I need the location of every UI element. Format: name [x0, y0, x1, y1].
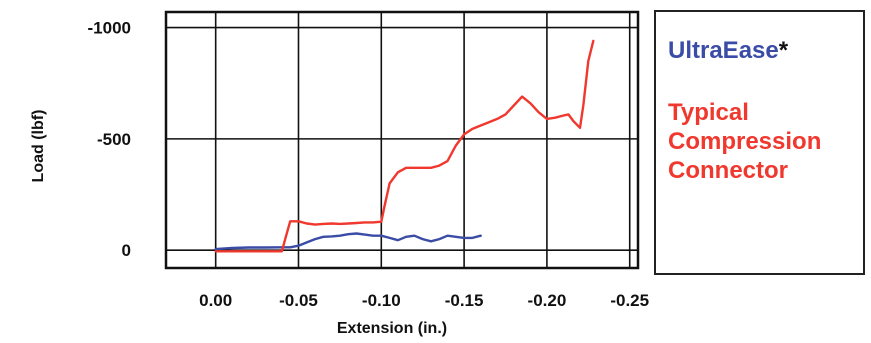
axis-ticks: 0.00 -0.05 -0.10 -0.15 -0.20 -0.25 -1000 -500 0 — [88, 19, 650, 310]
y-tick-label: -500 — [97, 130, 131, 149]
y-tick-label: 0 — [122, 241, 131, 260]
legend-item-ultraease: UltraEase* — [668, 36, 788, 65]
series-line-typical-compression-connector — [214, 39, 595, 253]
legend-item-typical-compression-connector: Typical Compression Connector — [668, 98, 858, 185]
x-tick-label: -0.10 — [362, 291, 401, 310]
series — [214, 39, 595, 253]
x-tick-label: 0.00 — [199, 291, 232, 310]
plot-frame — [164, 10, 640, 270]
grid — [166, 12, 638, 268]
x-axis-label: Extension (in.) — [337, 320, 447, 337]
legend-ultraease-asterisk: * — [778, 37, 789, 64]
series-line-ultraease — [214, 232, 482, 251]
legend: UltraEase* Typical Compression Connector — [654, 10, 865, 275]
x-tick-label: -0.20 — [528, 291, 567, 310]
legend-typical-label: Typical Compression Connector — [668, 99, 822, 184]
x-tick-label: -0.25 — [610, 291, 649, 310]
x-tick-label: -0.05 — [279, 291, 318, 310]
legend-ultraease-label: UltraEase — [668, 37, 779, 64]
x-tick-label: -0.15 — [445, 291, 484, 310]
y-axis-label: Load (lbf) — [30, 110, 47, 183]
y-tick-label: -1000 — [88, 19, 131, 38]
